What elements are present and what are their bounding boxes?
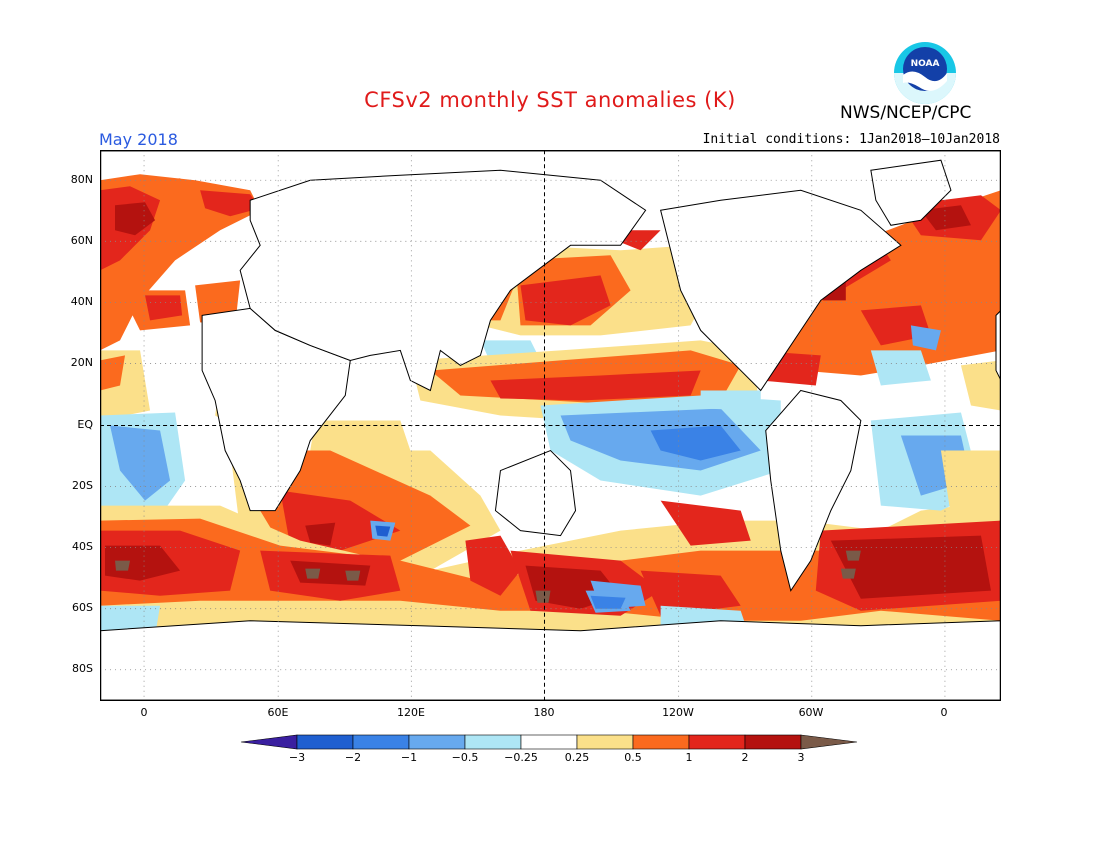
anomaly-region (650, 425, 741, 461)
colorbar-label: −1 (400, 751, 418, 764)
colorbar-swatch (744, 734, 802, 750)
longitude-label: 120W (662, 706, 694, 719)
seagull-icon (903, 71, 947, 91)
anomaly-region (960, 360, 1001, 411)
colorbar-label: 0.5 (624, 751, 642, 764)
colorbar (240, 734, 858, 750)
colorbar-label: 2 (741, 751, 749, 764)
colorbar-swatch (296, 734, 354, 750)
colorbar-label: −2 (344, 751, 362, 764)
colorbar-label: −3 (288, 751, 306, 764)
anomaly-region (845, 550, 861, 561)
anomaly-region (830, 535, 991, 599)
continent-greenland (870, 159, 952, 226)
colorbar-label: 3 (797, 751, 805, 764)
anomaly-region (920, 205, 971, 231)
colorbar-swatch (688, 734, 746, 750)
colorbar-label: 1 (685, 751, 693, 764)
anomaly-region (145, 178, 191, 197)
anomaly-region (660, 500, 751, 546)
anomaly-region (115, 560, 131, 571)
org-label: NWS/NCEP/CPC (840, 103, 972, 123)
anomaly-region (200, 190, 261, 217)
anomaly-region (940, 450, 1001, 516)
continent-australia (494, 449, 577, 537)
continent-eurasia (239, 169, 647, 392)
colorbar-swatch (464, 734, 522, 750)
longitude-label: 0 (140, 706, 148, 719)
longitude-label: 120E (397, 706, 425, 719)
map-frame (100, 150, 1001, 701)
logo-text: NOAA (911, 59, 940, 69)
latitude-label: 40N (70, 295, 93, 308)
latitude-label: 60S (72, 601, 93, 614)
colorbar-label: −0.25 (504, 751, 538, 764)
anomaly-region (345, 570, 361, 581)
colorbar-swatch (520, 734, 578, 750)
colorbar-label: −0.5 (451, 751, 479, 764)
anomaly-region (640, 570, 741, 616)
colorbar-arrow-low (240, 734, 298, 750)
anomaly-region (465, 535, 521, 596)
forecast-month: May 2018 (99, 130, 178, 149)
graticule (100, 150, 1001, 701)
land-outlines (100, 159, 1001, 701)
anomaly-region (870, 350, 931, 386)
initial-conditions: Initial conditions: 1Jan2018–10Jan2018 (702, 132, 1000, 147)
map-title: CFSv2 monthly SST anomalies (K) (364, 88, 736, 112)
anomaly-region (910, 325, 941, 351)
anomaly-region (490, 370, 701, 401)
latitude-label: 20N (70, 356, 93, 369)
latitude-label: 40S (72, 540, 93, 553)
longitude-label: 60W (798, 706, 824, 719)
anomaly-region (590, 595, 626, 609)
anomaly-region (520, 275, 611, 326)
anomaly-region (700, 390, 761, 411)
continent-antarctica (100, 620, 1001, 701)
noaa-logo: NOAA (894, 42, 956, 104)
anomaly-region (100, 355, 126, 391)
colorbar-swatch (408, 734, 466, 750)
latitude-label: 60N (70, 234, 93, 247)
anomaly-region (145, 295, 183, 321)
longitude-label: 0 (940, 706, 948, 719)
latitude-label: 80N (70, 173, 93, 186)
latitude-label: 80S (72, 662, 93, 675)
anomaly-region (535, 590, 551, 603)
continent-north-america (660, 189, 902, 392)
anomaly-region (105, 545, 181, 581)
anomaly-region (305, 568, 321, 579)
longitude-label: 60E (267, 706, 289, 719)
colorbar-swatch (576, 734, 634, 750)
latitude-label: 20S (72, 479, 93, 492)
latitude-label: EQ (77, 418, 93, 431)
colorbar-arrow-high (800, 734, 858, 750)
anomaly-region (110, 425, 171, 501)
anomaly-region (840, 568, 856, 579)
anomaly-region (375, 525, 391, 537)
continent-south-america (765, 389, 862, 592)
anomaly-field (100, 174, 1001, 641)
colorbar-label: 0.25 (564, 751, 590, 764)
anomaly-region (115, 202, 156, 236)
sst-anomaly-map (100, 150, 1001, 701)
colorbar-swatch (352, 734, 410, 750)
colorbar-swatch (632, 734, 690, 750)
longitude-label: 180 (533, 706, 555, 719)
anomaly-region (305, 522, 336, 546)
